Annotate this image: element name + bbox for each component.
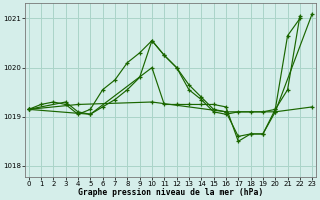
X-axis label: Graphe pression niveau de la mer (hPa): Graphe pression niveau de la mer (hPa) bbox=[78, 188, 263, 197]
